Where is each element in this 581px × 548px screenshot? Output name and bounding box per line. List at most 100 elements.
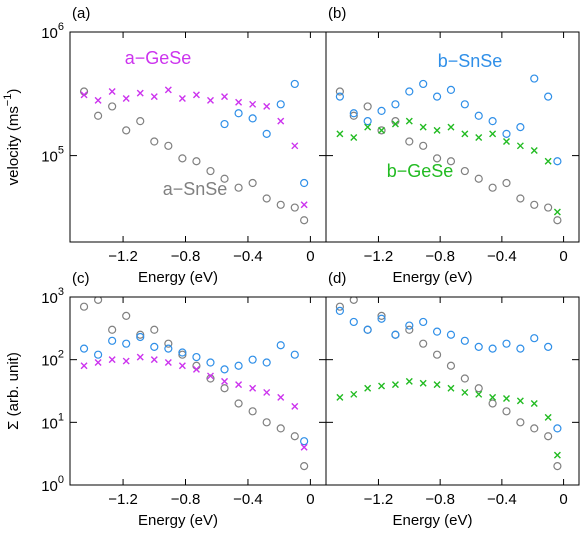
y-tick-label: 100 bbox=[41, 474, 64, 495]
point bbox=[300, 216, 309, 225]
point bbox=[234, 399, 243, 408]
point bbox=[530, 74, 539, 83]
point bbox=[530, 200, 539, 209]
point bbox=[553, 424, 562, 433]
point bbox=[553, 451, 561, 459]
point bbox=[502, 339, 511, 348]
point bbox=[391, 330, 400, 339]
point bbox=[446, 157, 456, 166]
point bbox=[164, 339, 173, 348]
point bbox=[349, 317, 358, 327]
point bbox=[291, 402, 299, 410]
axes-frame bbox=[325, 31, 580, 243]
point bbox=[290, 350, 299, 359]
tick-base: 10 bbox=[41, 478, 58, 495]
point bbox=[150, 325, 159, 334]
point bbox=[192, 361, 201, 370]
point bbox=[391, 381, 399, 389]
point bbox=[93, 350, 103, 359]
y-label-part: Σ (arb. unit) bbox=[5, 352, 22, 430]
point bbox=[93, 111, 103, 120]
x-axis-label: Energy (eV) bbox=[138, 269, 218, 286]
y-tick-label: 102 bbox=[41, 349, 64, 370]
panel-label: (c) bbox=[72, 270, 90, 287]
x-tick-label: 0 bbox=[559, 248, 567, 265]
point bbox=[79, 302, 89, 311]
x-tick-label: −0.4 bbox=[233, 248, 263, 265]
point bbox=[248, 355, 257, 364]
axes-frame bbox=[325, 296, 580, 486]
point bbox=[290, 203, 299, 212]
point bbox=[377, 314, 386, 323]
point bbox=[489, 393, 497, 401]
x-tick-label: −0.8 bbox=[171, 248, 201, 265]
point bbox=[335, 302, 344, 311]
point bbox=[206, 358, 215, 367]
point bbox=[447, 384, 455, 392]
tick-exponent: 3 bbox=[58, 286, 64, 298]
x-tick-label: 0 bbox=[559, 491, 567, 508]
plot-area bbox=[79, 79, 309, 225]
point bbox=[530, 146, 538, 154]
point bbox=[502, 407, 511, 416]
point bbox=[178, 348, 187, 357]
x-tick-label: −1.2 bbox=[108, 248, 138, 265]
point bbox=[122, 339, 131, 348]
point bbox=[178, 154, 187, 163]
point bbox=[553, 462, 562, 471]
point bbox=[516, 418, 525, 427]
point bbox=[488, 117, 497, 126]
point bbox=[419, 141, 428, 150]
point bbox=[349, 109, 358, 118]
point bbox=[94, 359, 102, 367]
point bbox=[350, 390, 358, 398]
panel-label: (d) bbox=[328, 270, 346, 287]
tick-exponent: 0 bbox=[58, 474, 64, 486]
point bbox=[446, 361, 456, 370]
point bbox=[108, 102, 117, 111]
point bbox=[460, 336, 469, 345]
point bbox=[192, 157, 201, 166]
point bbox=[164, 141, 173, 150]
point bbox=[419, 317, 428, 327]
point bbox=[405, 87, 414, 96]
point bbox=[108, 356, 116, 364]
point bbox=[335, 92, 344, 101]
point bbox=[248, 114, 257, 123]
point bbox=[432, 327, 442, 336]
point bbox=[475, 390, 483, 398]
point bbox=[220, 174, 229, 183]
axes-frame bbox=[69, 31, 327, 243]
point bbox=[192, 365, 200, 373]
point bbox=[544, 92, 553, 101]
x-tick-label: −0.8 bbox=[425, 248, 455, 265]
panel: −1.2 −0.8 −0.4 0 Energy (eV) (d) bbox=[325, 270, 580, 529]
point bbox=[108, 336, 117, 345]
point bbox=[300, 443, 308, 451]
point bbox=[235, 381, 243, 389]
x-tick-label: −0.4 bbox=[487, 491, 517, 508]
tick-exponent: 6 bbox=[58, 21, 64, 33]
point bbox=[530, 334, 539, 343]
point bbox=[460, 166, 469, 176]
x-tick-label: −1.2 bbox=[364, 248, 394, 265]
point bbox=[178, 350, 187, 359]
point bbox=[249, 384, 257, 392]
point bbox=[300, 462, 309, 471]
point bbox=[516, 142, 524, 150]
point bbox=[405, 377, 413, 385]
point bbox=[108, 88, 116, 96]
point bbox=[178, 362, 186, 370]
point bbox=[93, 297, 103, 304]
y-axis-label: velocity (ms−1) bbox=[2, 89, 22, 186]
point bbox=[262, 129, 271, 138]
point bbox=[447, 123, 455, 131]
y-tick-label: 105 bbox=[41, 145, 64, 166]
point bbox=[80, 362, 88, 370]
point bbox=[488, 344, 497, 353]
point bbox=[432, 154, 442, 163]
panel-label: (b) bbox=[328, 5, 346, 22]
point bbox=[475, 134, 483, 142]
